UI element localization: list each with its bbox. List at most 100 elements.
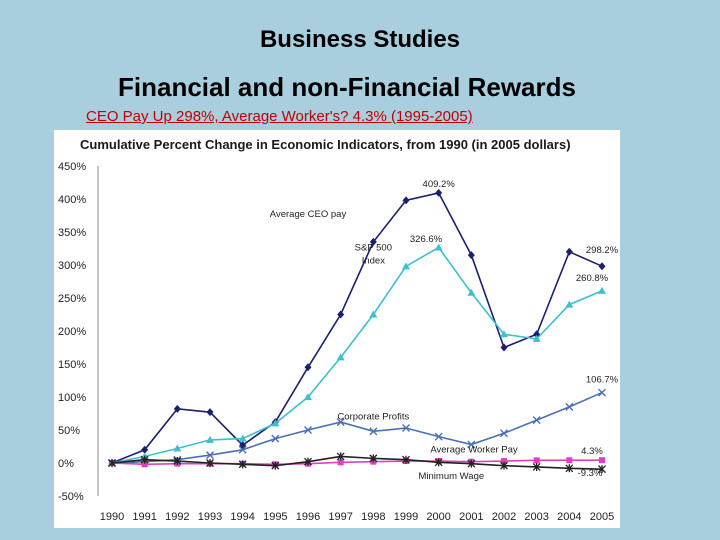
annotation-label: 106.7% <box>586 374 619 385</box>
series-average-ceo-pay <box>108 188 606 467</box>
data-point <box>206 435 214 443</box>
data-point <box>337 310 345 319</box>
data-point <box>206 451 214 460</box>
data-point <box>500 330 508 338</box>
annotation-label: S&P 500 <box>355 242 392 253</box>
data-point <box>598 388 606 397</box>
y-tick-label: 250% <box>58 293 86 305</box>
data-point <box>271 461 280 470</box>
data-point <box>369 310 378 318</box>
data-point <box>500 429 508 438</box>
data-point <box>402 262 410 270</box>
data-point <box>435 188 443 197</box>
data-point <box>271 419 280 427</box>
data-point <box>369 454 378 463</box>
data-point <box>501 458 507 465</box>
data-point <box>467 459 476 468</box>
data-point <box>566 457 573 464</box>
data-point <box>336 353 345 361</box>
x-tick-label: 2002 <box>492 511 516 523</box>
data-point <box>238 434 247 442</box>
data-point <box>402 424 410 433</box>
x-tick-label: 1993 <box>198 511 222 523</box>
y-tick-label: 350% <box>58 227 86 239</box>
annotation-label: Corporate Profits <box>337 411 409 422</box>
data-point <box>434 432 443 441</box>
data-point <box>565 247 573 256</box>
chart-panel: Cumulative Percent Change in Economic In… <box>54 130 620 528</box>
source-link[interactable]: CEO Pay Up 298%, Average Worker's? 4.3% … <box>86 108 473 125</box>
data-point <box>173 457 182 466</box>
annotation-label: 4.3% <box>581 446 603 457</box>
annotation-label: Index <box>362 256 385 267</box>
x-tick-label: 1996 <box>296 511 320 523</box>
data-point <box>598 286 606 294</box>
data-point <box>238 460 247 469</box>
data-point <box>598 465 606 474</box>
data-point <box>402 196 410 205</box>
y-tick-label: 150% <box>58 359 86 371</box>
data-point <box>500 461 508 470</box>
series-line <box>111 459 603 466</box>
x-tick-label: 2005 <box>590 511 614 523</box>
data-point <box>565 464 574 473</box>
annotation-label: -9.3% <box>578 468 603 479</box>
slide-subtitle: Financial and non-Financial Rewards <box>118 72 576 102</box>
series-line <box>111 246 603 464</box>
data-point <box>304 426 312 434</box>
data-point <box>369 237 377 246</box>
data-point <box>140 455 149 464</box>
y-tick-label: 300% <box>58 260 86 272</box>
data-point <box>467 440 476 449</box>
x-tick-label: 2001 <box>459 511 483 523</box>
data-point <box>304 363 312 372</box>
slide-title: Business Studies <box>259 26 461 53</box>
data-point <box>369 427 378 436</box>
y-tick-label: 200% <box>58 326 86 338</box>
series-line <box>111 455 603 470</box>
data-point <box>108 459 116 467</box>
annotation-label: 326.6% <box>410 234 443 245</box>
data-point <box>238 445 247 454</box>
series-line <box>111 192 603 464</box>
y-tick-label: 0% <box>58 458 74 470</box>
data-point <box>173 404 181 413</box>
data-point <box>565 300 574 308</box>
data-point <box>304 457 312 466</box>
y-tick-label: -50% <box>58 491 84 503</box>
annotation-label: 409.2% <box>423 179 456 190</box>
data-point <box>173 444 182 452</box>
data-point <box>532 462 541 471</box>
annotation-label: Average CEO pay <box>270 209 347 220</box>
x-tick-label: 2004 <box>557 511 581 523</box>
data-point <box>500 343 508 352</box>
data-point <box>533 457 540 464</box>
data-point <box>434 458 443 467</box>
data-point <box>141 461 148 468</box>
annotation-label: Minimum Wage <box>419 471 485 482</box>
annotation-label: 298.2% <box>586 245 619 256</box>
x-tick-label: 1990 <box>100 511 124 523</box>
data-point <box>565 402 574 411</box>
data-point <box>598 262 606 271</box>
series-minimum-wage <box>108 452 606 474</box>
data-point <box>336 452 345 461</box>
data-point <box>206 408 214 417</box>
x-tick-label: 1995 <box>263 511 287 523</box>
series-corporate-profits <box>108 388 606 467</box>
data-point <box>402 455 410 464</box>
data-point <box>467 288 476 296</box>
x-tick-label: 1992 <box>165 511 189 523</box>
x-tick-label: 2000 <box>426 511 450 523</box>
line-chart: Cumulative Percent Change in Economic In… <box>58 137 619 523</box>
y-tick-label: 50% <box>58 425 80 437</box>
x-tick-label: 2003 <box>524 511 548 523</box>
data-point <box>532 334 541 342</box>
data-point <box>336 418 345 427</box>
chart-title: Cumulative Percent Change in Economic In… <box>80 137 571 152</box>
y-tick-label: 100% <box>58 392 86 404</box>
data-point <box>141 445 149 454</box>
data-point <box>599 457 605 464</box>
data-point <box>467 251 475 260</box>
x-tick-label: 1994 <box>230 511 254 523</box>
